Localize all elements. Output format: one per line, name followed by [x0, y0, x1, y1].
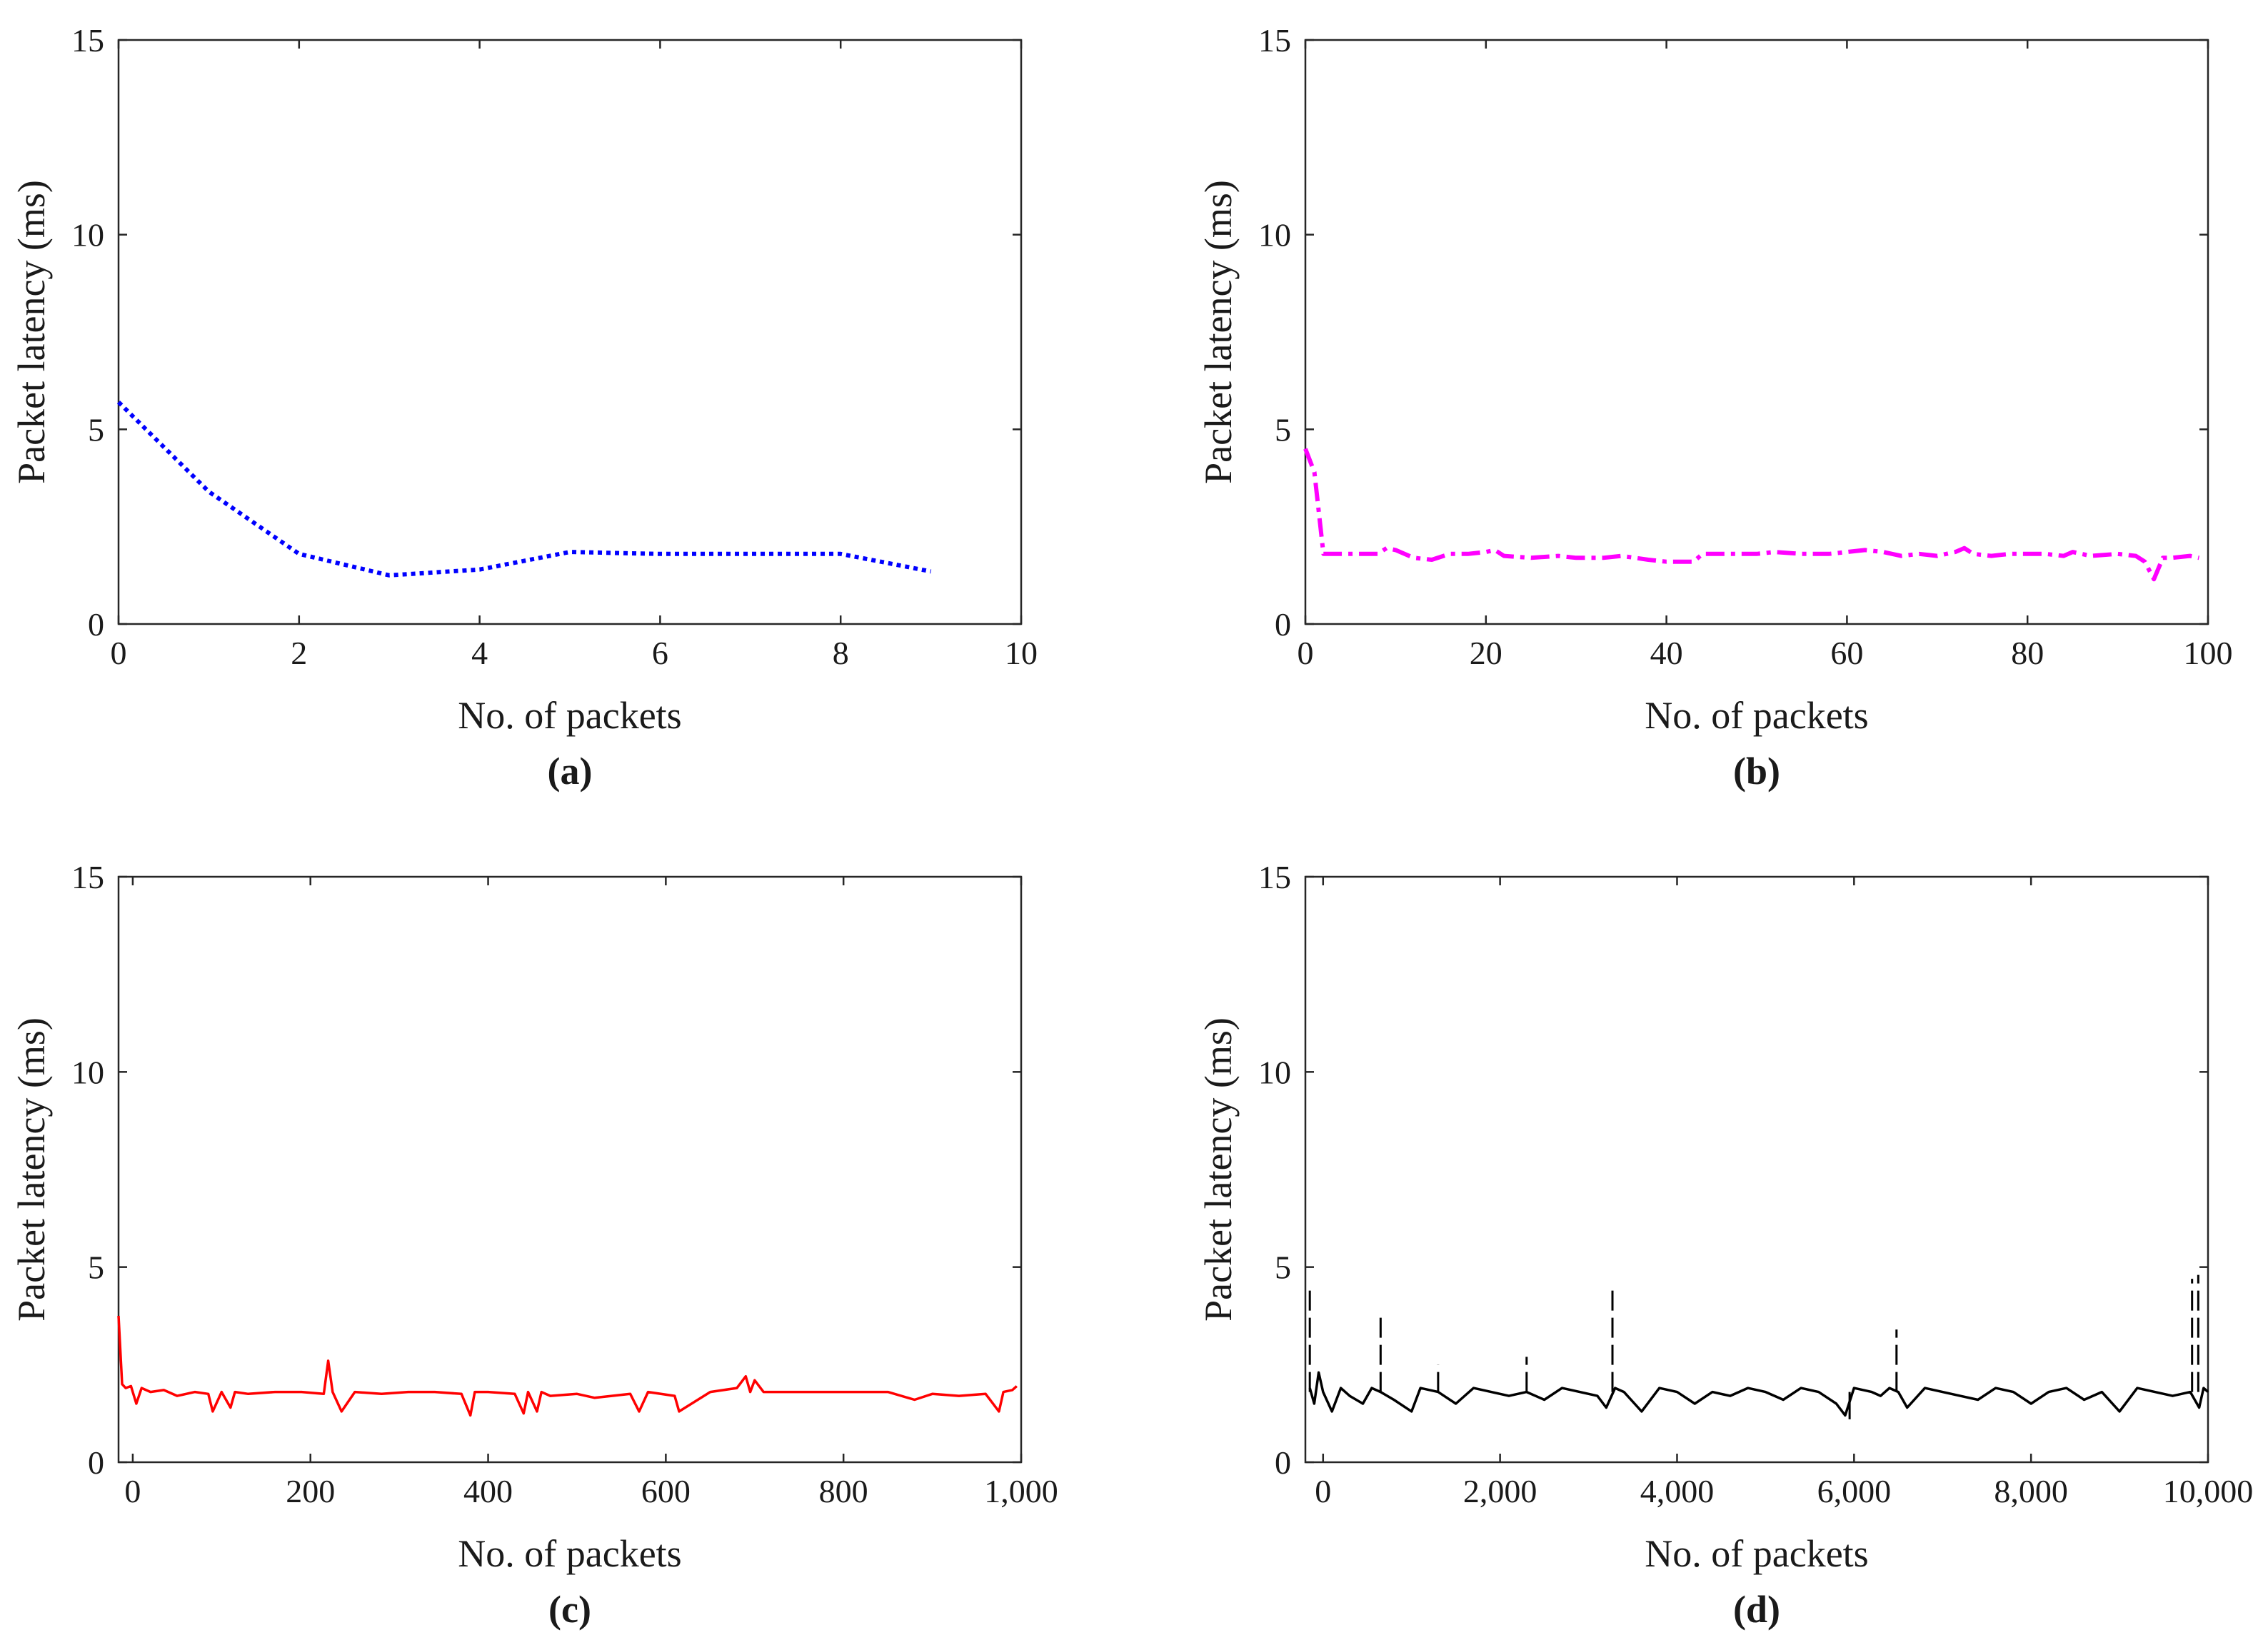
y-axis-label-a: Packet latency (ms) [10, 180, 53, 484]
panel-label-d: (d) [1733, 1588, 1780, 1631]
x-axis-label-a: No. of packets [458, 694, 681, 737]
panel-label-b: (b) [1733, 750, 1780, 793]
series-line-a-0 [116, 401, 932, 578]
x-tick-label-a: 10 [1005, 635, 1038, 671]
y-tick-label-c: 0 [88, 1444, 104, 1481]
ticks-d: 0 2,000 4,000 6,000 8,000 10,000 0 5 10 15 [1258, 859, 2253, 1509]
x-tick-label-b: 80 [2011, 635, 2044, 671]
x-tick-label-d: 4,000 [1640, 1473, 1715, 1509]
y-tick-label-a: 5 [88, 411, 104, 448]
y-tick-label-c: 10 [71, 1054, 104, 1090]
y-axis-label-c: Packet latency (ms) [10, 1017, 53, 1322]
series-line-b-0 [1303, 448, 2200, 582]
x-tick-label-c: 800 [819, 1473, 868, 1509]
x-tick-label-b: 20 [1470, 635, 1502, 671]
y-tick-label-b: 15 [1258, 22, 1291, 59]
x-axis-label-d: No. of packets [1645, 1532, 1868, 1575]
y-tick-label-b: 5 [1275, 411, 1291, 448]
x-tick-label-d: 10,000 [2163, 1473, 2254, 1509]
y-tick-label-c: 5 [88, 1249, 104, 1286]
x-tick-label-a: 8 [833, 635, 849, 671]
plot-frame-a [117, 39, 1023, 625]
plot-frame-d [1304, 875, 2209, 1464]
x-tick-label-c: 1,000 [984, 1473, 1058, 1509]
y-tick-label-d: 10 [1258, 1054, 1291, 1090]
y-tick-label-d: 15 [1258, 859, 1291, 895]
x-axis-label-b: No. of packets [1645, 694, 1868, 737]
x-tick-label-b: 100 [2184, 635, 2233, 671]
x-tick-label-b: 40 [1650, 635, 1683, 671]
x-tick-label-a: 4 [471, 635, 488, 671]
ticks-b: 0 20 40 60 80 100 0 5 10 15 [1258, 22, 2233, 671]
panel-label-c: (c) [548, 1588, 591, 1631]
x-tick-label-a: 2 [291, 635, 307, 671]
y-tick-label-a: 10 [71, 217, 104, 253]
plot-frame-c [117, 875, 1023, 1464]
x-tick-label-a: 0 [111, 635, 127, 671]
panel-a: 0 2 4 6 8 10 0 5 10 15 No. of packets Packet late… [10, 22, 1038, 793]
panel-b: 0 20 40 60 80 100 0 5 10 15 No. of packets Packet… [1197, 22, 2233, 793]
y-axis-label-b: Packet latency (ms) [1197, 180, 1240, 484]
x-tick-label-a: 6 [652, 635, 668, 671]
x-tick-label-c: 0 [124, 1473, 141, 1509]
panel-d: 0 2,000 4,000 6,000 8,000 10,000 0 5 10 15 No. of… [1197, 859, 2253, 1631]
x-tick-label-d: 8,000 [1994, 1473, 2068, 1509]
x-tick-label-c: 600 [641, 1473, 691, 1509]
y-tick-label-d: 5 [1275, 1249, 1291, 1286]
series-c [117, 1315, 1018, 1417]
y-tick-label-c: 15 [71, 859, 104, 895]
x-axis-label-c: No. of packets [458, 1532, 681, 1575]
y-tick-label-a: 15 [71, 22, 104, 59]
plot-frame-b [1304, 39, 2209, 625]
y-tick-label-a: 0 [88, 606, 104, 643]
panel-label-a: (a) [548, 750, 593, 793]
series-line-d-0 [1308, 1371, 2209, 1417]
ticks-c: 0 200 400 600 800 1,000 0 5 10 15 [71, 859, 1058, 1509]
series-b [1303, 448, 2200, 582]
x-tick-label-d: 6,000 [1817, 1473, 1892, 1509]
x-tick-label-b: 60 [1830, 635, 1863, 671]
series-line-c-0 [117, 1315, 1018, 1417]
y-tick-label-d: 0 [1275, 1444, 1291, 1481]
x-tick-label-d: 0 [1315, 1473, 1331, 1509]
y-axis-label-d: Packet latency (ms) [1197, 1017, 1240, 1322]
x-tick-label-c: 400 [463, 1473, 513, 1509]
ticks-a: 0 2 4 6 8 10 0 5 10 15 [71, 22, 1038, 671]
y-tick-label-b: 0 [1275, 606, 1291, 643]
y-tick-label-b: 10 [1258, 217, 1291, 253]
series-a [116, 401, 932, 578]
x-tick-label-b: 0 [1298, 635, 1314, 671]
x-tick-label-c: 200 [286, 1473, 335, 1509]
series-d [1308, 1274, 2209, 1419]
x-tick-label-d: 2,000 [1463, 1473, 1537, 1509]
